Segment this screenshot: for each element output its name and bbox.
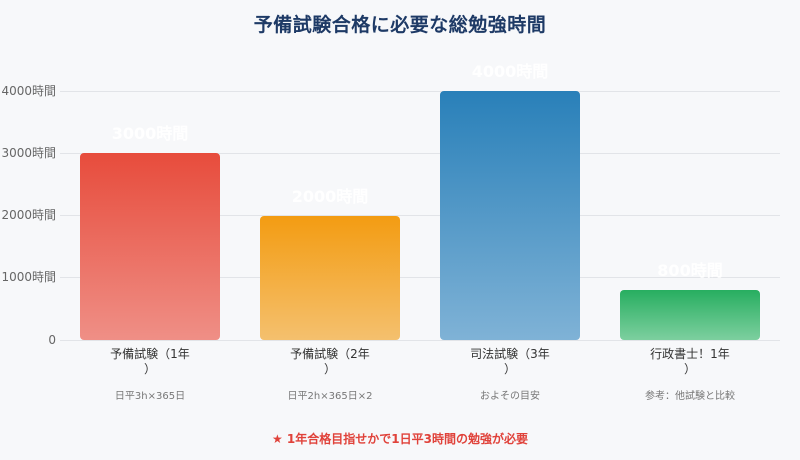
category-line1: 行政書士！1年	[650, 347, 730, 361]
category-line2: ）	[323, 362, 336, 376]
x-sublabel: 日平2h×365日×2	[287, 391, 373, 402]
bar-yobi-1year[interactable]	[80, 153, 220, 340]
bar-value-label: 4000時間	[471, 62, 549, 81]
category-line2: ）	[503, 362, 516, 376]
x-sublabel: 日平3h×365日	[114, 391, 186, 402]
x-sublabel: およその目安	[480, 391, 540, 402]
bar-yobi-2year[interactable]	[260, 215, 400, 340]
bar-value-label: 2000時間	[291, 186, 369, 206]
bar-shiho-3year[interactable]	[440, 91, 580, 340]
x-category-label: 司法試験（3年 ）	[420, 347, 600, 377]
gridline-0	[60, 340, 780, 341]
y-tick-label: 3000時間	[1, 146, 56, 160]
y-tick-label: 1000時間	[1, 270, 56, 284]
gridline-2000	[60, 215, 780, 216]
gridline-1000	[60, 277, 780, 278]
category-line2: ）	[143, 362, 156, 376]
y-tick-label: 4000時間	[1, 84, 56, 98]
bar-value-label: 800時間	[657, 261, 723, 281]
x-category-label: 予備試験（1年 ）	[60, 347, 240, 377]
y-tick-label: 0	[48, 333, 56, 347]
bar-gyosei-1year[interactable]	[620, 290, 760, 340]
category-line2: ）	[683, 362, 696, 376]
gridline-4000	[60, 91, 780, 92]
x-category-label: 行政書士！1年 ）	[600, 347, 780, 377]
category-line1: 予備試験（1年	[110, 347, 190, 361]
y-tick-label: 2000時間	[1, 208, 56, 222]
x-sublabel: 参考：他試験と比較	[645, 391, 735, 402]
x-category-label: 予備試験（2年 ）	[240, 347, 420, 377]
gridline-3000	[60, 153, 780, 154]
category-line1: 予備試験（2年	[290, 347, 370, 361]
bar-value-label: 3000時間	[111, 124, 189, 144]
footnote-annotation: ★ 1年合格目指せかで1日平3時間の勉強が必要	[272, 432, 528, 446]
category-line1: 司法試験（3年	[470, 347, 550, 361]
chart-title: 予備試験合格に必要な総勉強時間	[253, 14, 547, 36]
